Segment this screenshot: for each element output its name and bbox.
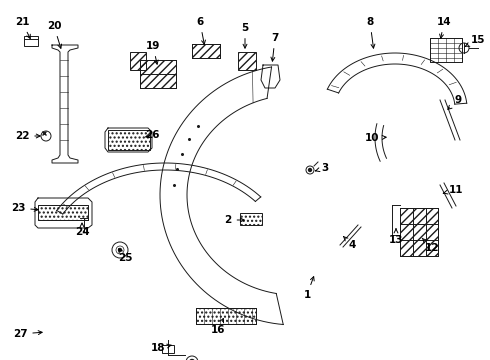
Circle shape (119, 248, 122, 252)
Bar (196, 308, 256, 324)
Bar (192, 44, 220, 58)
Text: 6: 6 (196, 17, 205, 44)
Text: 8: 8 (367, 17, 375, 48)
Text: 9: 9 (448, 95, 462, 109)
Text: 2: 2 (224, 215, 244, 225)
Circle shape (309, 168, 312, 171)
Text: 14: 14 (437, 17, 451, 38)
Text: 27: 27 (13, 329, 42, 339)
Bar (24, 36, 38, 46)
Bar (400, 208, 438, 256)
Text: 5: 5 (242, 23, 248, 48)
Bar (238, 52, 256, 70)
Bar (400, 208, 438, 256)
Text: 4: 4 (343, 237, 356, 250)
Text: 23: 23 (11, 203, 38, 213)
Bar (140, 60, 176, 88)
Text: 1: 1 (303, 276, 314, 300)
Text: 20: 20 (47, 21, 62, 48)
Bar (140, 60, 176, 88)
Bar (38, 205, 88, 220)
Text: 24: 24 (74, 223, 89, 237)
Text: 10: 10 (365, 133, 386, 143)
Text: 11: 11 (443, 185, 463, 195)
Text: 7: 7 (271, 33, 279, 61)
Bar (130, 52, 146, 70)
Text: 12: 12 (422, 238, 439, 253)
Bar (196, 308, 256, 324)
Bar (108, 130, 150, 150)
Text: 25: 25 (118, 249, 132, 263)
Text: 15: 15 (465, 35, 485, 46)
Text: 19: 19 (146, 41, 160, 64)
Text: 26: 26 (145, 130, 159, 140)
Text: 3: 3 (316, 163, 329, 173)
Text: 18: 18 (151, 343, 171, 353)
Bar (430, 38, 462, 62)
Text: 22: 22 (15, 131, 40, 141)
Bar (162, 345, 174, 353)
Text: 16: 16 (211, 319, 225, 335)
Bar (240, 213, 262, 225)
Text: 21: 21 (15, 17, 30, 39)
Text: 13: 13 (389, 229, 403, 245)
